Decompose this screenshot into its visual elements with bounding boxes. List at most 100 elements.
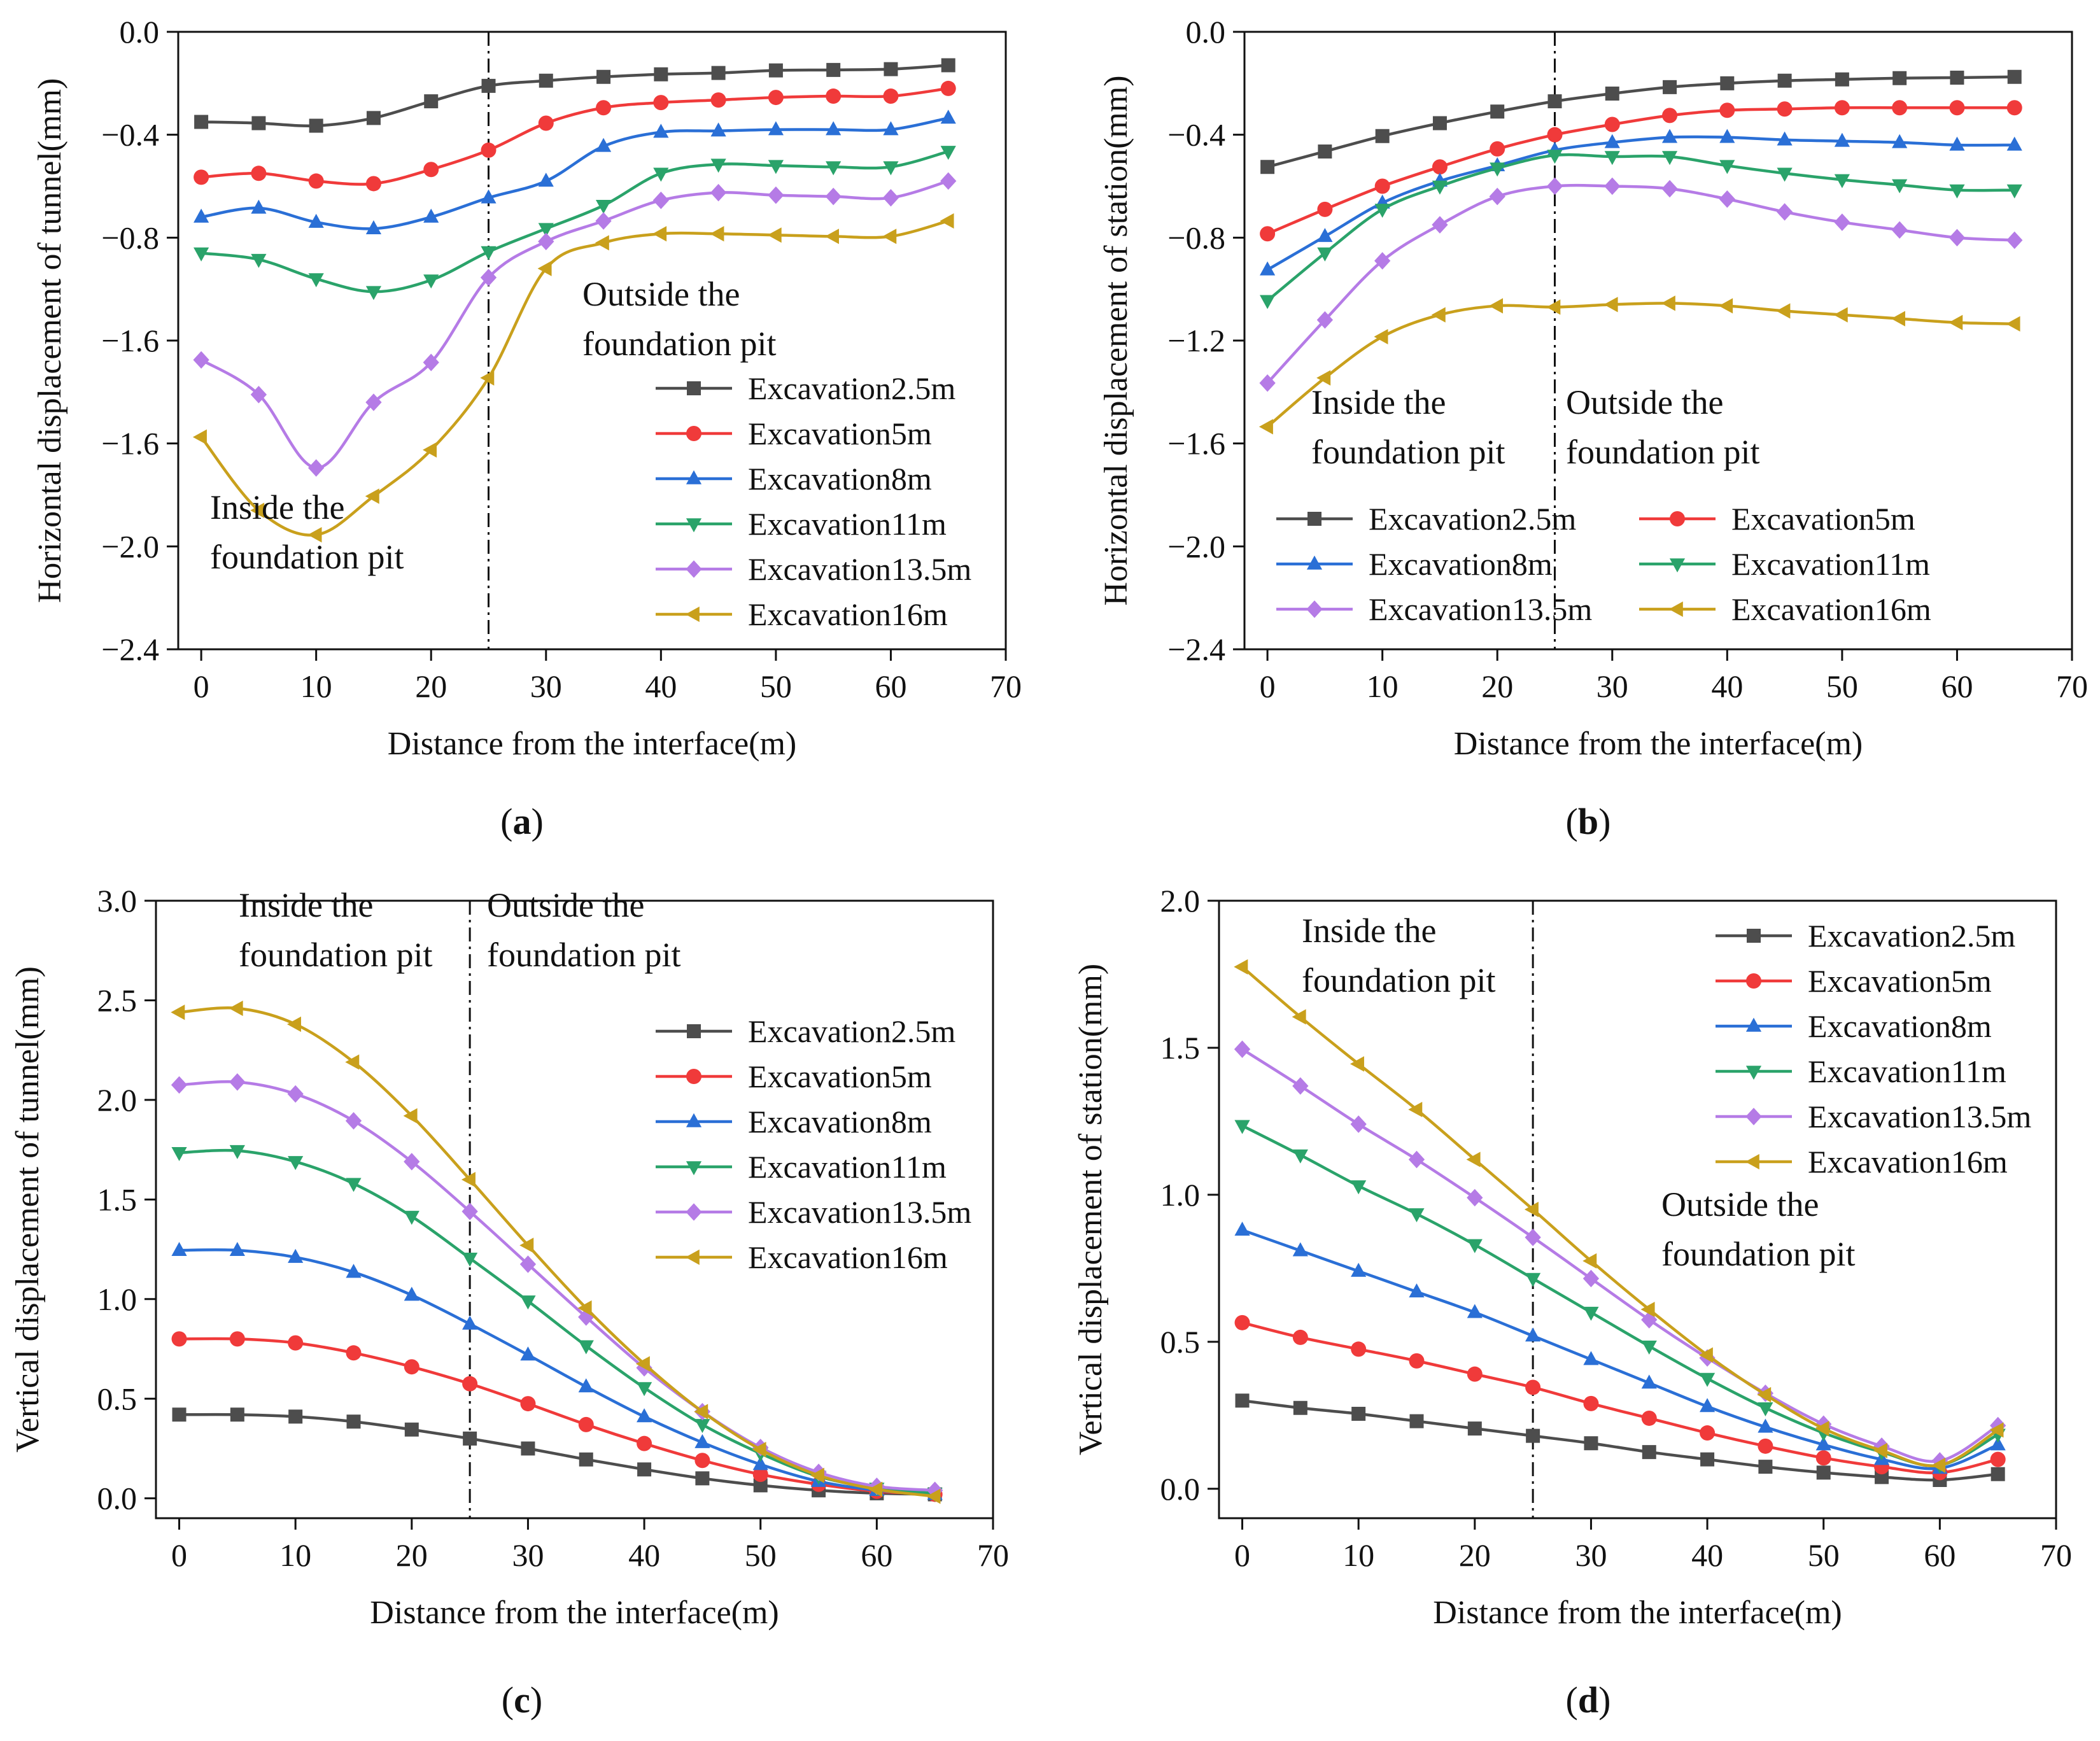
legend-marker bbox=[1307, 512, 1321, 526]
data-point bbox=[768, 121, 784, 136]
y-axis-label: Horizontal displacement of tunnel(mm) bbox=[32, 78, 68, 603]
y-tick-label: −2.0 bbox=[101, 528, 159, 564]
data-point bbox=[403, 1108, 418, 1124]
x-tick-label: 50 bbox=[1808, 1537, 1840, 1573]
data-point bbox=[1408, 1150, 1425, 1169]
chart-panel-a: 0 10 20 30 40 50 60 70 0.0 −0.4 −0.8 −1.6 −1.6 −2.0 −2… bbox=[32, 14, 1022, 842]
legend-marker bbox=[1746, 973, 1761, 989]
legend-marker bbox=[1745, 1108, 1762, 1125]
x-tick-label: 30 bbox=[1575, 1537, 1607, 1573]
data-point bbox=[171, 1241, 187, 1256]
data-point bbox=[1292, 1149, 1308, 1164]
data-point bbox=[194, 247, 209, 262]
data-point bbox=[424, 94, 439, 109]
data-point bbox=[884, 62, 898, 76]
data-point bbox=[1490, 162, 1505, 177]
data-point bbox=[1292, 1009, 1306, 1025]
data-point bbox=[288, 1409, 303, 1424]
data-point bbox=[653, 95, 669, 111]
data-point bbox=[1719, 190, 1735, 208]
data-point bbox=[171, 1331, 187, 1347]
y-tick-label: 2.0 bbox=[97, 1082, 137, 1118]
legend-entry: Excavation16m bbox=[656, 1239, 948, 1275]
data-point bbox=[1547, 94, 1562, 109]
x-tick-label: 50 bbox=[760, 668, 792, 704]
data-point bbox=[538, 232, 554, 251]
data-point bbox=[1467, 1366, 1483, 1382]
legend-label: Excavation11m bbox=[748, 1149, 947, 1185]
data-point bbox=[579, 1452, 593, 1467]
data-point bbox=[537, 260, 552, 276]
legend-marker bbox=[686, 1203, 702, 1221]
y-tick-label: 0.5 bbox=[97, 1381, 137, 1416]
data-point bbox=[1834, 100, 1850, 116]
data-point bbox=[1661, 151, 1678, 166]
series-line-Excavation16m bbox=[179, 1006, 935, 1498]
data-point bbox=[940, 213, 954, 229]
legend-label: Excavation13.5m bbox=[1369, 591, 1592, 627]
data-point bbox=[654, 67, 668, 81]
x-tick-label: 10 bbox=[300, 668, 332, 704]
data-point bbox=[346, 1264, 362, 1278]
data-point bbox=[1661, 129, 1678, 143]
y-tick-label: −1.6 bbox=[101, 426, 159, 462]
legend-marker bbox=[686, 1113, 702, 1127]
data-point bbox=[2007, 69, 2022, 84]
data-point bbox=[1526, 1428, 1540, 1443]
legend-marker bbox=[1668, 601, 1683, 617]
x-tick-label: 70 bbox=[2056, 668, 2088, 704]
data-point bbox=[1699, 1372, 1716, 1387]
legend-entry: Excavation16m bbox=[1716, 1144, 2008, 1180]
data-point bbox=[1547, 150, 1563, 164]
data-point bbox=[1661, 295, 1675, 311]
data-point bbox=[1432, 216, 1448, 234]
data-point bbox=[1467, 1421, 1482, 1436]
annotation-text: Inside the bbox=[1311, 383, 1446, 421]
x-tick-label: 60 bbox=[861, 1537, 892, 1573]
data-point bbox=[1374, 328, 1388, 345]
data-point bbox=[1292, 1077, 1309, 1095]
data-point bbox=[1700, 1425, 1716, 1441]
data-point bbox=[1835, 72, 1849, 87]
legend-label: Excavation2.5m bbox=[1369, 501, 1576, 537]
data-point bbox=[577, 1300, 592, 1316]
legend-entry: Excavation8m bbox=[656, 1104, 932, 1139]
legend-entry: Excavation5m bbox=[1639, 501, 1915, 537]
legend-marker bbox=[1745, 1066, 1762, 1080]
data-point bbox=[286, 1016, 301, 1033]
data-point bbox=[1892, 100, 1908, 116]
data-point bbox=[462, 1376, 478, 1392]
data-point bbox=[710, 226, 724, 242]
data-point bbox=[171, 1076, 188, 1094]
data-point bbox=[578, 1416, 594, 1432]
data-point bbox=[826, 88, 842, 104]
data-point bbox=[1891, 221, 1908, 239]
data-point bbox=[1467, 1304, 1483, 1318]
series-line-Excavation13.5m bbox=[179, 1080, 935, 1492]
data-point bbox=[463, 1431, 477, 1446]
data-point bbox=[1758, 1460, 1773, 1474]
legend-label: Excavation5m bbox=[748, 1059, 932, 1094]
data-point bbox=[538, 223, 554, 237]
data-point bbox=[1719, 129, 1735, 143]
plot-frame bbox=[1218, 899, 2057, 1519]
data-point bbox=[519, 1255, 537, 1273]
x-tick-label: 70 bbox=[977, 1537, 1009, 1573]
x-axis-label: Distance from the interface(m) bbox=[1454, 726, 1863, 762]
legend-label: Excavation8m bbox=[1369, 546, 1553, 582]
data-point bbox=[1374, 204, 1390, 218]
data-point bbox=[1873, 1442, 1887, 1458]
data-point bbox=[1234, 1222, 1250, 1236]
data-point bbox=[251, 116, 266, 130]
data-point bbox=[1316, 370, 1331, 386]
x-tick-label: 0 bbox=[1234, 1537, 1250, 1573]
data-point bbox=[538, 115, 554, 131]
data-point bbox=[250, 502, 265, 518]
data-point bbox=[251, 253, 267, 268]
data-point bbox=[1604, 116, 1620, 132]
data-point bbox=[768, 90, 784, 106]
data-point bbox=[1316, 311, 1334, 329]
data-point bbox=[1989, 1422, 2004, 1438]
data-point bbox=[480, 370, 495, 386]
